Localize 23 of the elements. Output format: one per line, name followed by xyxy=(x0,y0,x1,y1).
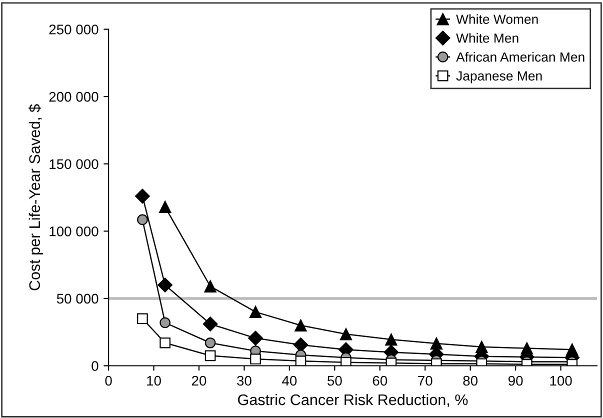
y-tick-label: 250 000 xyxy=(49,24,98,34)
x-tick-label: 60 xyxy=(372,376,388,386)
y-tick-label: 0 xyxy=(92,361,98,371)
legend-label: White Men xyxy=(456,33,518,43)
x-tick-label: 80 xyxy=(463,376,478,386)
x-tick-label: 0 xyxy=(105,376,112,386)
x-tick-label: 40 xyxy=(282,376,297,386)
y-axis-title: Cost per Life-Year Saved, $ xyxy=(28,104,44,290)
x-tick-label: 90 xyxy=(508,376,523,386)
x-tick-label: 20 xyxy=(192,376,206,386)
x-tick-label: 10 xyxy=(147,376,161,386)
y-tick-label: 50 000 xyxy=(56,294,98,304)
x-tick-label: 70 xyxy=(418,376,432,386)
y-tick-label: 200 000 xyxy=(49,92,98,102)
x-tick-label: 100 xyxy=(550,376,572,386)
y-tick-label: 150 000 xyxy=(50,159,98,170)
x-tick-label: 50 xyxy=(327,376,342,386)
y-tick-label: 100 000 xyxy=(50,226,98,236)
legend-label: African American Men xyxy=(456,52,584,62)
legend-label: White Women xyxy=(456,14,538,24)
legend-label: Japanese Men xyxy=(456,71,542,84)
x-axis-title: Gastric Cancer Risk Reduction, % xyxy=(238,394,468,407)
x-tick-label: 30 xyxy=(237,376,252,386)
